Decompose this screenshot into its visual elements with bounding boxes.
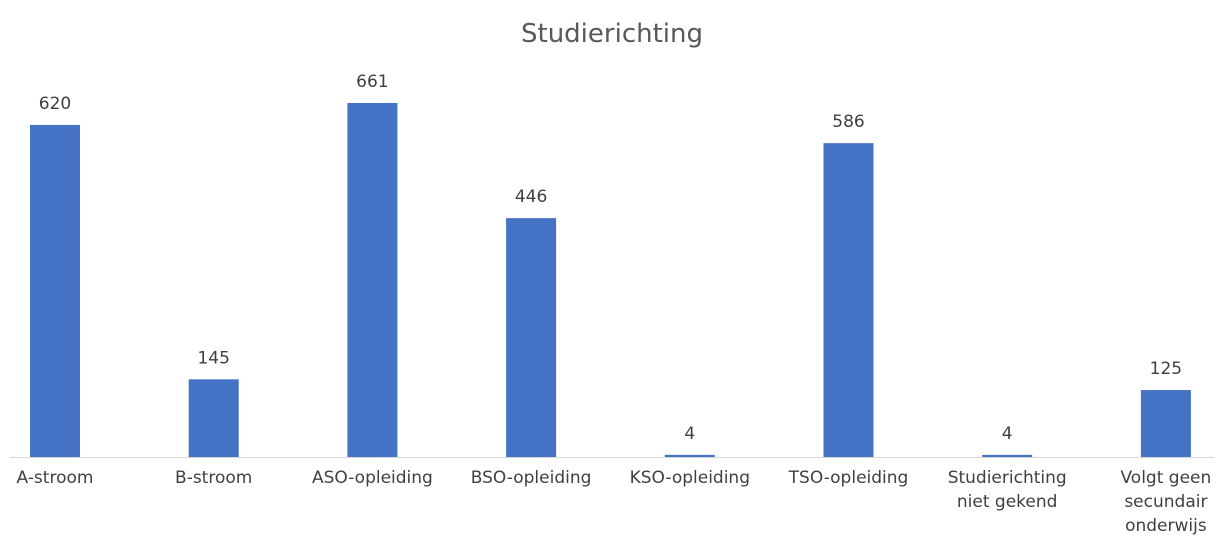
value-label: 620 <box>39 94 71 114</box>
value-label: 125 <box>1150 359 1182 379</box>
bar <box>30 124 80 457</box>
x-tick-label: BSO-opleiding <box>470 468 592 488</box>
x-tick-label: ASO-opleiding <box>311 468 433 488</box>
bar <box>823 143 874 457</box>
x-tick-label: Studierichting niet gekend <box>947 468 1067 512</box>
x-tick-label: KSO-opleiding <box>629 468 750 488</box>
value-label: 586 <box>832 112 864 132</box>
value-label: 4 <box>684 424 695 444</box>
x-tick-label: A-stroom <box>16 468 94 488</box>
x-tick-label: Volgt geen secundair onderwijs <box>1120 468 1212 536</box>
bar <box>982 454 1033 457</box>
chart-title: Studierichting <box>521 19 703 49</box>
value-label: 4 <box>1002 424 1013 444</box>
bar <box>664 454 715 457</box>
bar <box>506 218 557 457</box>
value-label: 446 <box>515 187 547 207</box>
value-label: 145 <box>197 348 229 368</box>
value-label: 661 <box>356 72 388 92</box>
x-tick-label: TSO-opleiding <box>788 468 909 488</box>
bar <box>1140 390 1191 457</box>
bar <box>347 103 398 457</box>
bar <box>188 379 239 457</box>
x-tick-label: B-stroom <box>175 468 253 488</box>
